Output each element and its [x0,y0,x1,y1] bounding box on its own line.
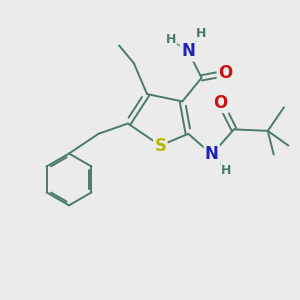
Text: S: S [154,136,166,154]
Text: H: H [221,164,232,177]
Text: O: O [214,94,228,112]
Text: H: H [196,27,207,40]
Text: N: N [181,42,195,60]
Text: H: H [165,33,176,46]
Text: N: N [205,146,219,164]
Text: O: O [218,64,232,82]
